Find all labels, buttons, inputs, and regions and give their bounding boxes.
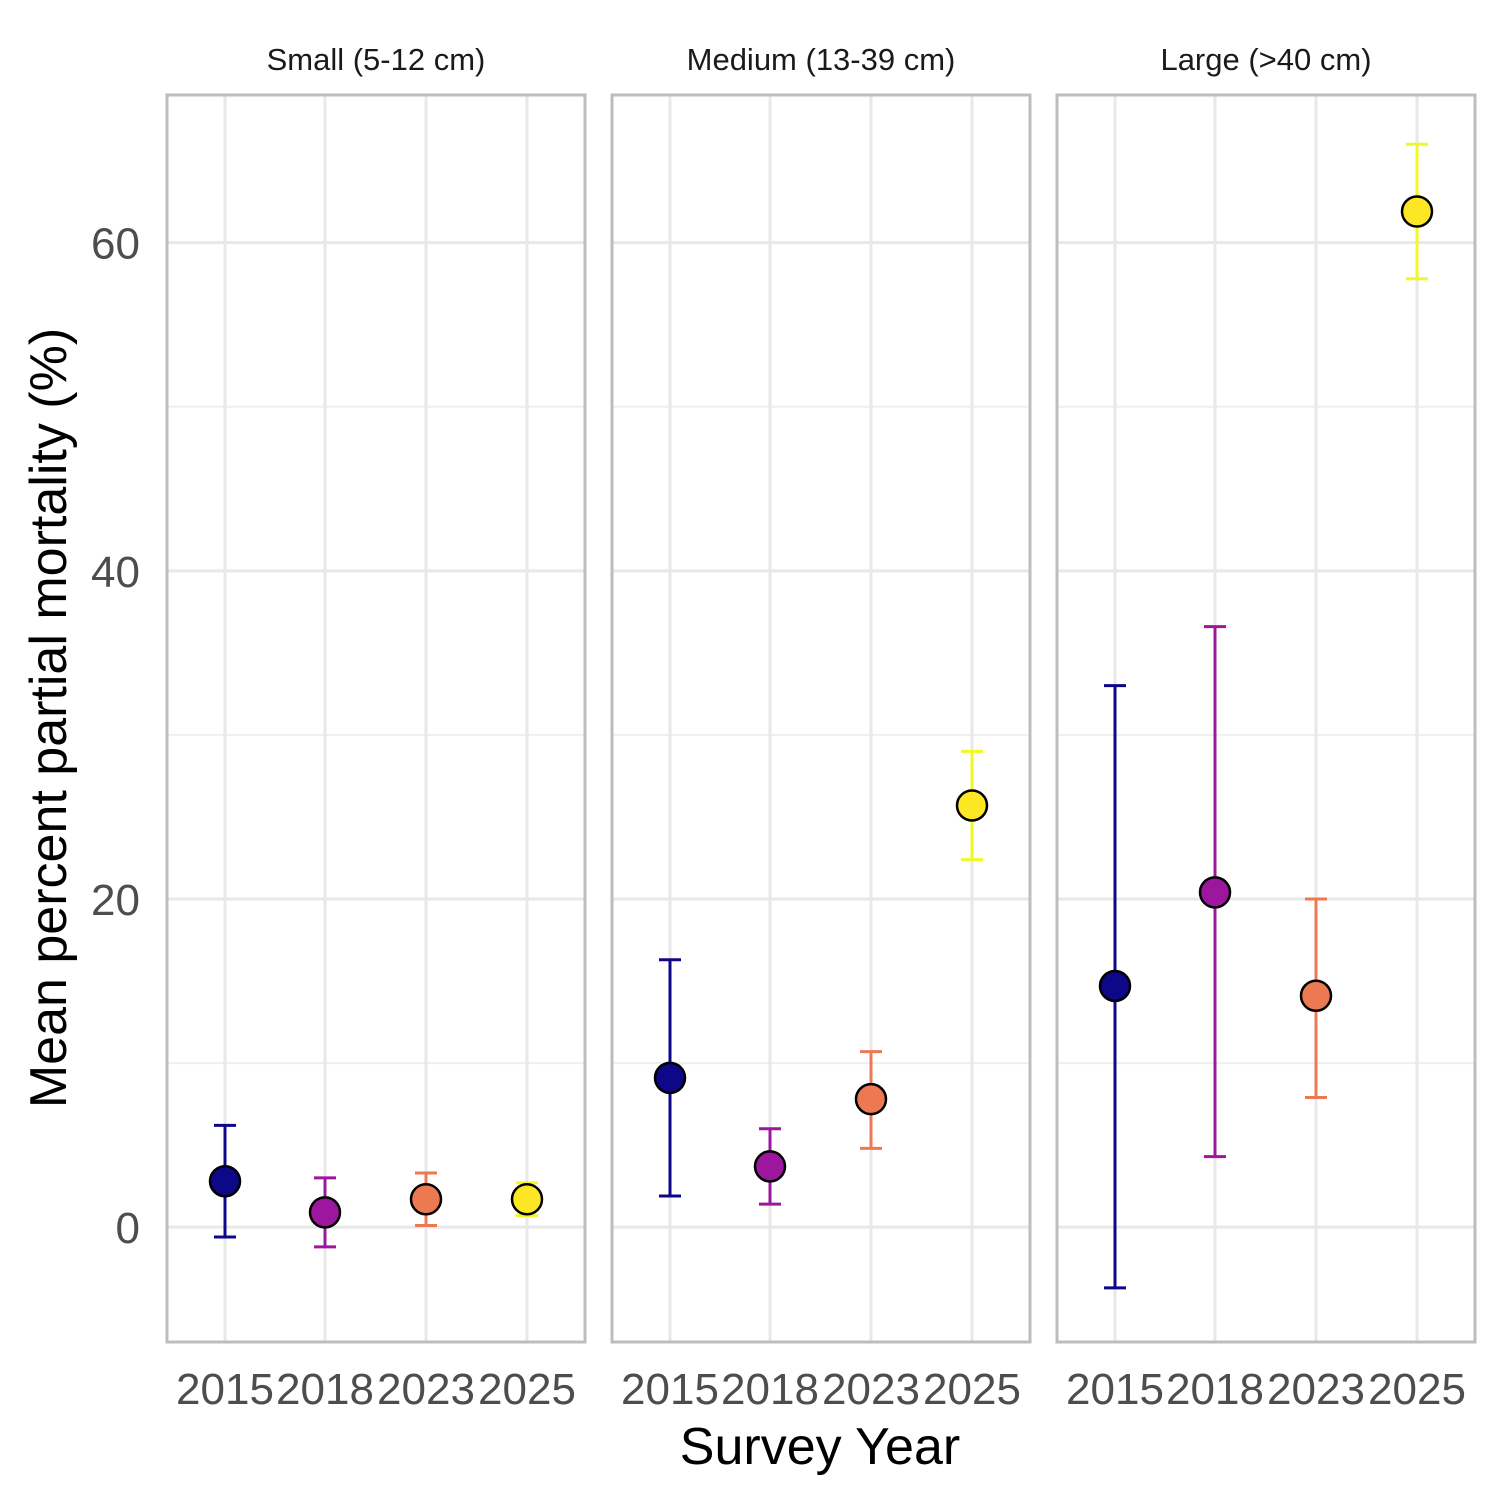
x-tick-label: 2023 [377, 1365, 475, 1414]
data-point [308, 1196, 342, 1229]
y-axis-title: Mean percent partial mortality (%) [20, 328, 78, 1108]
data-point [1400, 195, 1434, 228]
panel-border [165, 93, 587, 1344]
data-point [1299, 979, 1333, 1013]
x-tick-label: 2023 [822, 1365, 920, 1414]
x-tick-label: 2025 [923, 1365, 1021, 1414]
panel-border [1055, 93, 1477, 1344]
x-tick-label: 2023 [1267, 1365, 1365, 1414]
y-tick-label: 0 [116, 1204, 140, 1253]
x-tick-label: 2025 [478, 1365, 576, 1414]
facet-title: Small (5-12 cm) [267, 42, 486, 77]
data-point [510, 1183, 544, 1216]
facet-title: Large (>40 cm) [1160, 42, 1371, 77]
data-point [208, 1164, 242, 1198]
y-tick-label: 40 [91, 548, 140, 597]
facet-panel: Small (5-12 cm) 2015 2018 2023 2025 [165, 42, 587, 1414]
y-tick-label: 20 [91, 876, 140, 925]
x-tick-label: 2018 [1166, 1365, 1264, 1414]
data-point [1098, 969, 1132, 1003]
facet-title: Medium (13-39 cm) [687, 42, 956, 77]
facet-panel: Medium (13-39 cm) 2015 2018 2023 2025 [610, 42, 1032, 1414]
x-axis-title: Survey Year [680, 1418, 960, 1476]
data-point [753, 1150, 787, 1183]
data-point [955, 789, 989, 822]
x-tick-label: 2015 [1066, 1365, 1164, 1414]
facet-panel: Large (>40 cm) 2015 2018 2023 2025 [1055, 42, 1477, 1414]
data-point [653, 1061, 687, 1095]
x-tick-label: 2018 [276, 1365, 374, 1414]
data-point [409, 1183, 443, 1216]
x-tick-label: 2025 [1368, 1365, 1466, 1414]
x-tick-label: 2015 [176, 1365, 274, 1414]
y-tick-label: 60 [91, 220, 140, 269]
data-point [1198, 876, 1232, 909]
data-point [854, 1082, 888, 1116]
panel-border [610, 93, 1032, 1344]
x-tick-label: 2015 [621, 1365, 719, 1414]
x-tick-label: 2018 [721, 1365, 819, 1414]
